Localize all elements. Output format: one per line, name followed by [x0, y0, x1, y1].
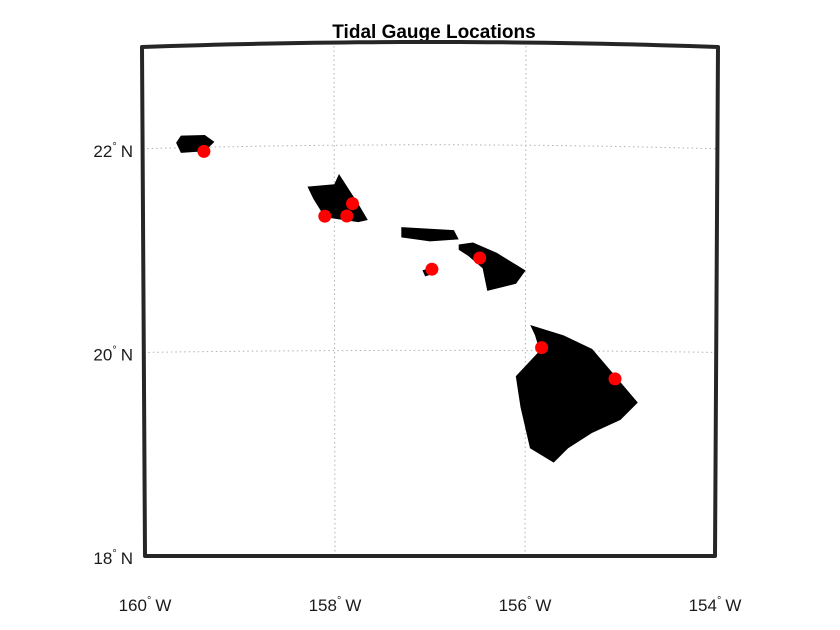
graticule: [142, 42, 718, 557]
gauge-marker: [340, 209, 354, 223]
parallel-line: [143, 349, 717, 353]
gauge-marker: [318, 209, 332, 223]
latitude-label: 18° N: [93, 548, 133, 568]
latitude-label: 20° N: [93, 344, 133, 364]
chart-title: Tidal Gauge Locations: [332, 22, 535, 43]
latitude-tick-labels: 18° N 20° N 22° N: [93, 141, 133, 568]
map-frame: [140, 40, 720, 558]
island-molokai: [401, 227, 459, 242]
gauge-markers: [197, 144, 622, 386]
longitude-label: 154° W: [689, 595, 742, 615]
gauge-marker: [608, 372, 622, 386]
parallel-line: [142, 144, 718, 150]
gauge-marker: [425, 262, 439, 276]
gauge-marker: [473, 251, 487, 265]
gauge-marker: [346, 197, 359, 211]
longitude-label: 160° W: [119, 595, 172, 615]
latitude-label: 22° N: [93, 141, 133, 161]
gauge-marker: [535, 341, 549, 355]
meridian-line: [524, 42, 527, 557]
island-hawaii: [515, 325, 638, 463]
map-area: [145, 46, 715, 556]
meridian-line: [333, 42, 336, 557]
gauge-marker: [197, 144, 211, 158]
longitude-label: 158° W: [309, 595, 362, 615]
longitude-label: 156° W: [499, 595, 552, 615]
longitude-tick-labels: 160° W 158° W 156° W 154° W: [119, 595, 742, 615]
